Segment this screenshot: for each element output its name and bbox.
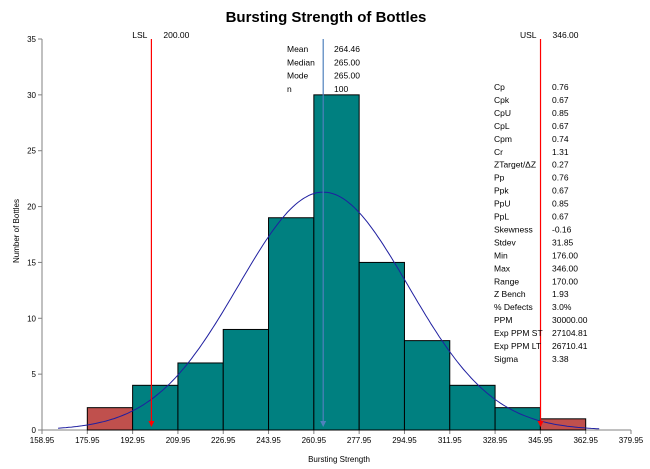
capability-stat-value: 0.67 — [552, 186, 569, 196]
capability-stat-label: Range — [494, 276, 519, 286]
capability-stat-value: 1.93 — [552, 289, 569, 299]
capability-stat-value: -0.16 — [552, 224, 572, 234]
capability-stat-label: Stdev — [494, 237, 516, 247]
capability-stat-value: 0.85 — [552, 199, 569, 209]
capability-stat-label: % Defects — [494, 302, 533, 312]
histogram-bar — [358, 261, 405, 431]
capability-stat-value: 0.85 — [552, 108, 569, 118]
center-stat-value: 264.46 — [334, 44, 360, 54]
capability-stat-value: 27104.81 — [552, 328, 588, 338]
chart-title: Bursting Strength of Bottles — [226, 9, 427, 26]
lsl-value: 200.00 — [163, 30, 189, 40]
x-tick-label: 243.95 — [256, 436, 281, 445]
y-tick-label: 30 — [27, 91, 36, 100]
capability-stat-label: CpL — [494, 121, 510, 131]
histogram-bar — [403, 340, 451, 431]
x-tick-label: 345.95 — [528, 436, 553, 445]
lsl-label: LSL — [132, 30, 147, 40]
histogram-bar — [313, 94, 360, 431]
capability-stat-value: 26710.41 — [552, 341, 588, 351]
lsl-arrowhead — [148, 421, 155, 427]
mean-arrowhead — [320, 421, 327, 427]
y-axis-title: Number of Bottles — [12, 199, 21, 263]
capability-stat-label: Exp PPM ST — [494, 328, 543, 338]
x-tick-label: 294.95 — [392, 436, 417, 445]
capability-stat-label: Cr — [494, 147, 503, 157]
usl-value: 346.00 — [553, 30, 579, 40]
capability-stat-value: 0.67 — [552, 95, 569, 105]
histogram-bar — [177, 362, 224, 431]
plot-area: 0 5 10 15 20 25 30 35 158.95 175.95 192.95 209.95 22… — [27, 30, 644, 445]
capability-stat-label: Pp — [494, 173, 505, 183]
y-tick-label: 5 — [32, 370, 37, 379]
x-tick-label: 362.95 — [573, 436, 598, 445]
x-tick-label: 175.95 — [75, 436, 100, 445]
capability-stat-value: 176.00 — [552, 250, 578, 260]
x-tick-label: 277.95 — [347, 436, 372, 445]
center-stat-value: 265.00 — [334, 71, 360, 81]
capability-stat-value: 3.0% — [552, 302, 572, 312]
capability-stat-value: 31.85 — [552, 237, 574, 247]
capability-stat-value: 346.00 — [552, 263, 578, 273]
x-tick-label: 226.95 — [211, 436, 236, 445]
usl-label: USL — [520, 30, 537, 40]
y-tick-label: 15 — [27, 258, 36, 267]
normal-curve — [58, 191, 600, 430]
capability-stat-label: Cp — [494, 82, 505, 92]
capability-stat-label: PPM — [494, 315, 512, 325]
capability-stat-label: Min — [494, 250, 508, 260]
center-stat-label: Median — [287, 57, 315, 67]
capability-stat-value: 0.76 — [552, 82, 569, 92]
capability-stat-label: Cpk — [494, 95, 510, 105]
capability-stat-value: 1.31 — [552, 147, 569, 157]
capability-stat-label: Ppk — [494, 186, 509, 196]
capability-stat-label: PpU — [494, 199, 511, 209]
x-tick-label: 379.95 — [619, 436, 644, 445]
usl-arrowhead — [537, 421, 544, 427]
y-tick-label: 35 — [27, 35, 36, 44]
capability-stat-value: 0.27 — [552, 160, 569, 170]
center-stat-label: n — [287, 84, 292, 94]
center-stat-value: 265.00 — [334, 57, 360, 67]
capability-stat-value: 0.67 — [552, 212, 569, 222]
capability-stat-label: ZTarget/ΔZ — [494, 160, 536, 170]
x-tick-label: 260.95 — [302, 436, 327, 445]
center-stat-label: Mode — [287, 71, 309, 81]
capability-stat-value: 30000.00 — [552, 315, 588, 325]
capability-stat-value: 170.00 — [552, 276, 578, 286]
x-tick-label: 158.95 — [30, 436, 55, 445]
center-stat-label: Mean — [287, 44, 309, 54]
capability-stat-label: Max — [494, 263, 511, 273]
histogram-bar — [222, 328, 270, 431]
histogram-bar — [86, 407, 134, 431]
capability-stat-label: PpL — [494, 212, 509, 222]
histogram-bar — [268, 217, 315, 431]
y-tick-label: 0 — [32, 426, 37, 435]
capability-stat-value: 3.38 — [552, 354, 569, 364]
capability-stat-value: 0.67 — [552, 121, 569, 131]
y-tick-label: 25 — [27, 147, 36, 156]
y-tick-label: 20 — [27, 203, 36, 212]
capability-stat-label: CpU — [494, 108, 511, 118]
x-tick-label: 209.95 — [166, 436, 191, 445]
capability-stat-value: 0.76 — [552, 173, 569, 183]
capability-stat-label: Sigma — [494, 354, 518, 364]
center-stat-value: 100 — [334, 84, 348, 94]
capability-stat-label: Z Bench — [494, 289, 526, 299]
histogram-bar — [539, 418, 587, 431]
capability-stat-label: Cpm — [494, 134, 512, 144]
capability-stat-label: Exp PPM LT — [494, 341, 541, 351]
x-tick-label: 192.95 — [120, 436, 145, 445]
x-axis-title: Bursting Strength — [308, 455, 370, 464]
x-tick-label: 328.95 — [483, 436, 508, 445]
capability-stat-label: Skewness — [494, 224, 533, 234]
histogram-bar — [132, 384, 179, 431]
capability-stat-value: 0.74 — [552, 134, 569, 144]
x-tick-label: 311.95 — [438, 436, 462, 445]
histogram-bar — [449, 384, 496, 431]
y-tick-label: 10 — [27, 314, 36, 323]
